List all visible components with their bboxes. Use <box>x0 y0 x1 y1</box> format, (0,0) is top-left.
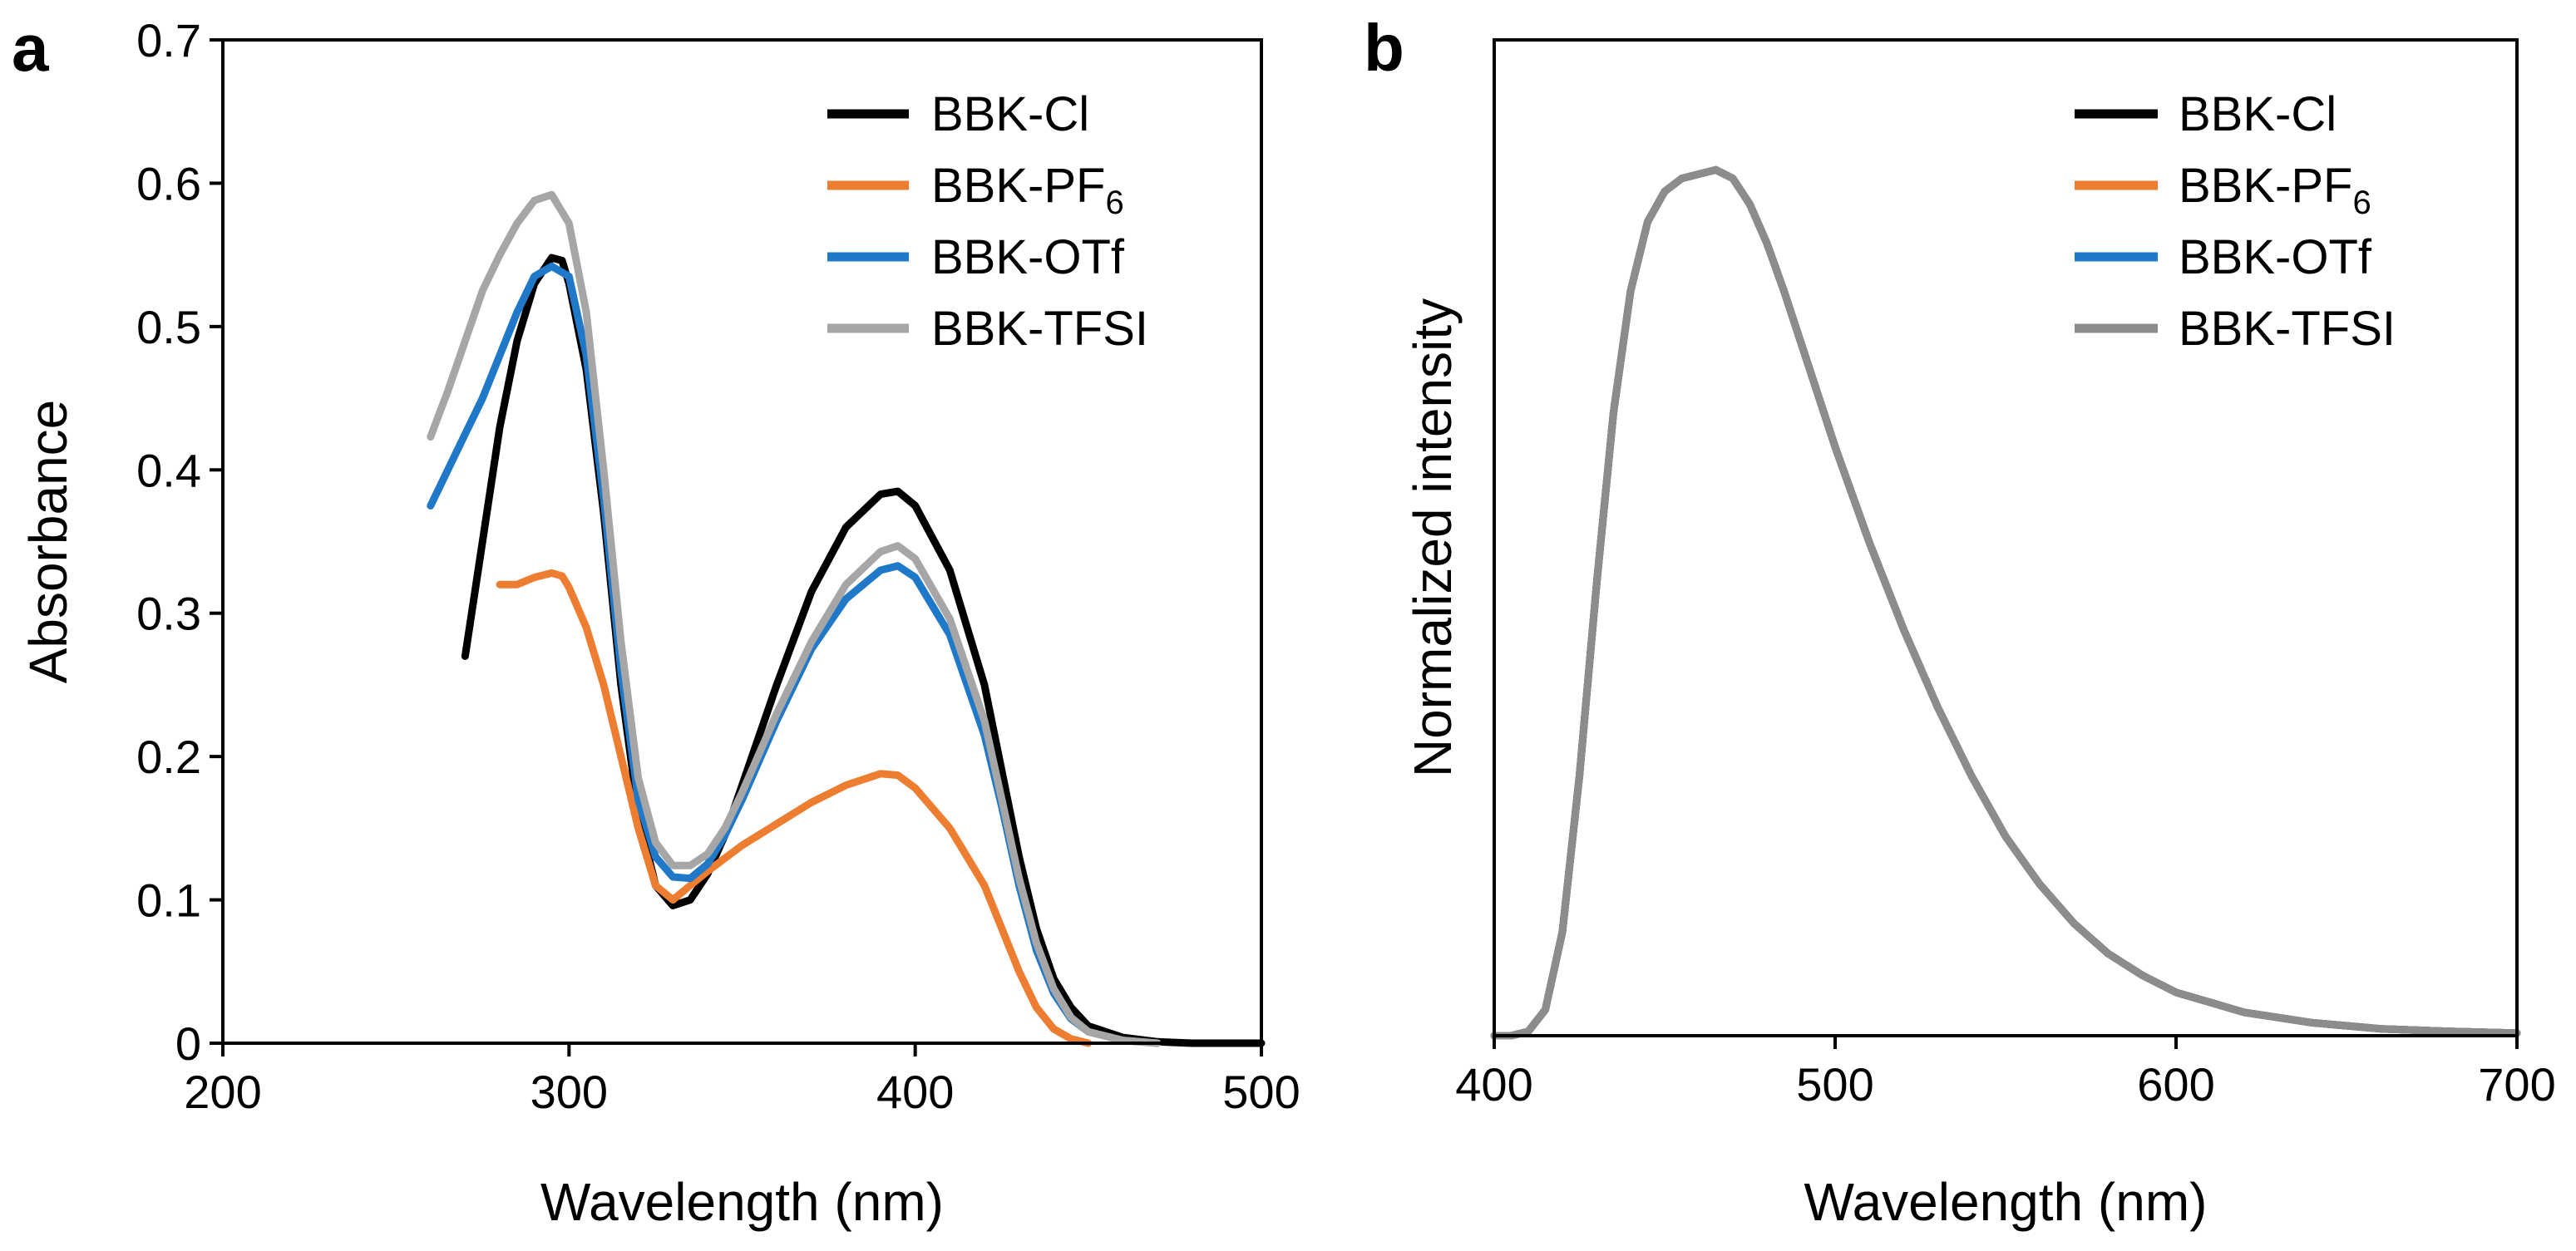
legend-label-name: BBK-Cl <box>2179 87 2337 141</box>
x-tick-label: 200 <box>184 1066 261 1118</box>
legend-label: BBK-PF6 <box>931 159 1124 221</box>
x-tick-label: 700 <box>2478 1058 2555 1111</box>
legend-label-name: BBK-PF <box>2179 159 2353 213</box>
series-line-bbk-pf6 <box>496 569 1093 1047</box>
y-tick-label: 0 <box>175 1017 201 1070</box>
legend-label-name: BBK-TFSI <box>2179 302 2396 356</box>
legend-label-name: BBK-OTf <box>2179 230 2372 284</box>
x-tick-label: 400 <box>1455 1058 1532 1111</box>
series-line-bbk-tfsi <box>427 190 1162 1047</box>
panel-letter: a <box>12 11 49 85</box>
x-tick-label: 600 <box>2137 1058 2214 1111</box>
legend-label: BBK-OTf <box>931 230 1125 284</box>
x-tick-label: 300 <box>530 1066 608 1118</box>
y-tick-label: 0.6 <box>136 157 201 209</box>
x-tick-label: 500 <box>1222 1066 1300 1118</box>
legend-label: BBK-TFSI <box>2179 302 2396 356</box>
y-tick-label: 0.2 <box>136 731 201 783</box>
legend-label: BBK-OTf <box>2179 230 2372 284</box>
y-axis-title: Absorbance <box>18 400 78 684</box>
plot-frame <box>1493 38 2519 1037</box>
series-line-bbk-tfsi <box>1490 165 2521 1040</box>
x-axis-title: Wavelength (nm) <box>1804 1172 2208 1232</box>
series-line-bbk-cl <box>461 254 1266 1047</box>
legend-label: BBK-PF6 <box>2179 159 2371 221</box>
legend-label-name: BBK-Cl <box>931 87 1089 141</box>
legend-label-subscript: 6 <box>2353 185 2371 221</box>
y-tick-label: 0.7 <box>136 14 201 66</box>
legend-label: BBK-Cl <box>931 87 1089 141</box>
x-tick-label: 400 <box>876 1066 954 1118</box>
panel-a: 200 300 400 500 0 0.1 0.2 0.3 0.4 0.5 0.6 0.7 Wavele… <box>12 11 1300 1232</box>
y-tick-label: 0.4 <box>136 444 201 496</box>
y-axis-title: Normalized intensity <box>1403 298 1463 777</box>
panel-b: 400 500 600 700 Wavelength (nm) Normalized in… <box>1364 11 2556 1232</box>
panel-letter: b <box>1364 11 1404 85</box>
legend-label: BBK-TFSI <box>931 302 1148 356</box>
legend-label-name: BBK-TFSI <box>931 302 1148 356</box>
legend-label: BBK-Cl <box>2179 87 2337 141</box>
y-tick-label: 0.5 <box>136 301 201 353</box>
legend-label-name: BBK-OTf <box>931 230 1125 284</box>
x-axis-title: Wavelength (nm) <box>540 1172 944 1232</box>
legend-label-subscript: 6 <box>1106 185 1124 221</box>
plot-frame <box>221 38 1263 1045</box>
y-tick-label: 0.3 <box>136 588 201 640</box>
y-tick-label: 0.1 <box>136 874 201 927</box>
x-tick-label: 500 <box>1796 1058 1873 1111</box>
legend-label-name: BBK-PF <box>931 159 1106 213</box>
